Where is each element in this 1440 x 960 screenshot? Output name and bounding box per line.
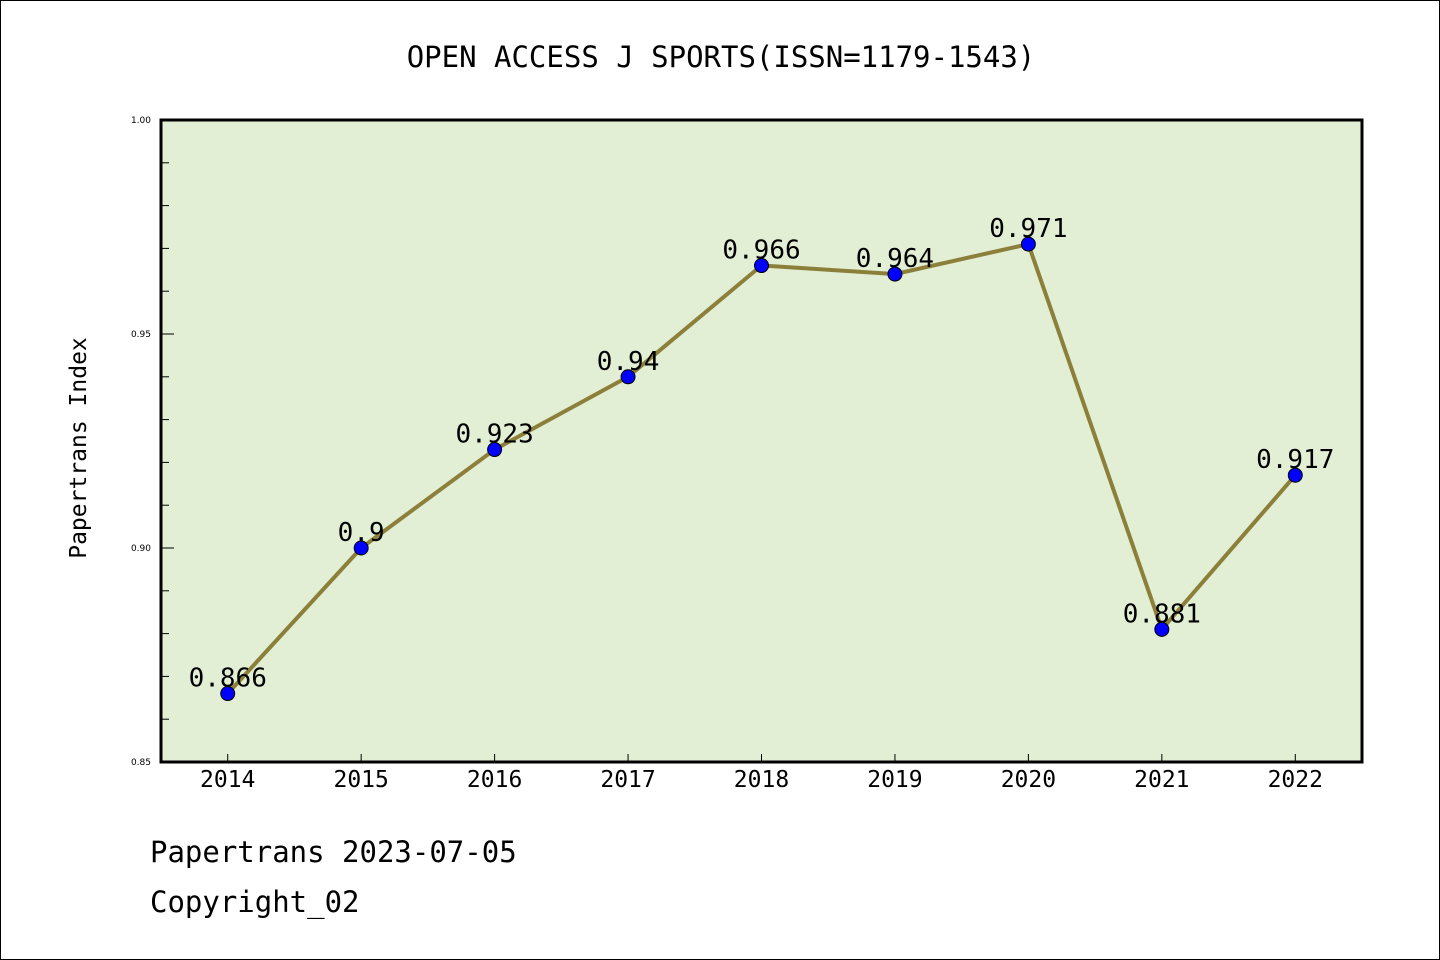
- x-tick-label: 2021: [1134, 767, 1189, 793]
- plot-area: [161, 120, 1362, 762]
- x-tick-label: 2014: [200, 767, 255, 793]
- data-label: 0.923: [455, 420, 533, 450]
- chart-title: OPEN ACCESS J SPORTS(ISSN=1179-1543): [407, 40, 1036, 74]
- plot-frame: [159, 118, 1364, 764]
- footer-copyright: Copyright_02: [150, 885, 360, 919]
- data-label: 0.881: [1123, 599, 1201, 629]
- data-label: 0.917: [1256, 445, 1334, 475]
- y-tick-label: 0.85: [131, 758, 151, 768]
- data-point: [220, 686, 236, 702]
- y-tick-label: 0.95: [131, 330, 151, 340]
- data-point: [620, 369, 636, 385]
- y-axis-label: Papertrans Index: [66, 337, 92, 559]
- x-tick-label: 2017: [600, 767, 655, 793]
- data-label: 0.966: [722, 236, 800, 266]
- x-tick-label: 2019: [867, 767, 922, 793]
- data-point: [887, 266, 903, 282]
- data-point: [1287, 467, 1303, 483]
- data-point: [353, 540, 369, 556]
- y-tick-label: 1.00: [131, 116, 151, 126]
- footer-date: Papertrans 2023-07-05: [150, 835, 517, 869]
- y-tick-label: 0.90: [131, 544, 151, 554]
- data-point: [487, 442, 503, 458]
- x-tick-label: 2016: [467, 767, 522, 793]
- data-label: 0.9: [338, 518, 385, 548]
- x-tick-label: 2020: [1001, 767, 1056, 793]
- data-label: 0.866: [189, 664, 267, 694]
- data-label: 0.971: [989, 214, 1067, 244]
- x-tick-label: 2018: [734, 767, 789, 793]
- data-label: 0.94: [597, 347, 660, 377]
- data-label: 0.964: [856, 244, 934, 274]
- data-point: [754, 258, 769, 274]
- x-tick-label: 2022: [1268, 767, 1323, 793]
- data-point: [1020, 236, 1036, 252]
- data-point: [1154, 621, 1170, 637]
- x-tick-label: 2015: [333, 767, 388, 793]
